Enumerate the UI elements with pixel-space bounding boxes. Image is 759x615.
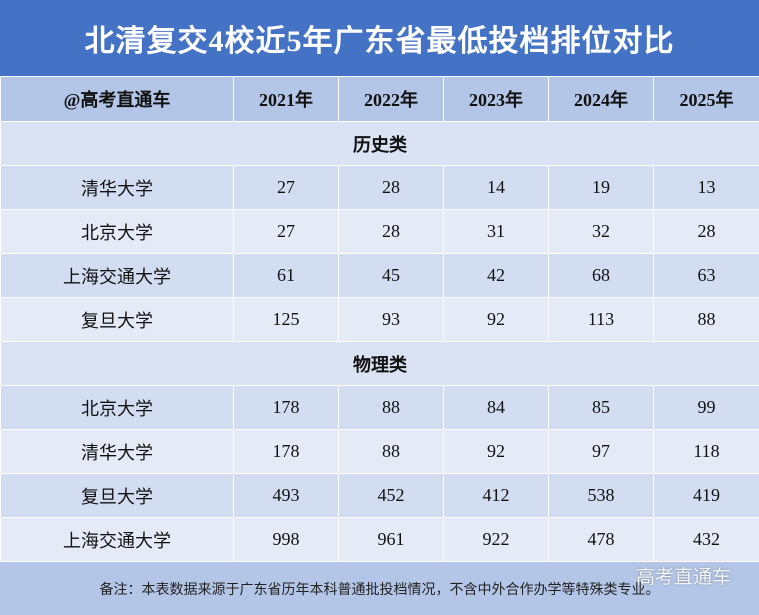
header-cell: @高考直通车	[0, 76, 234, 122]
rank-cell: 84	[443, 385, 549, 430]
rank-cell: 88	[653, 297, 759, 342]
table-body: @高考直通车 2021年 2022年 2023年 2024年 2025年 历史类 清华大学 27…	[0, 76, 759, 562]
rank-cell: 125	[233, 297, 339, 342]
rank-cell: 27	[233, 209, 339, 254]
school-name: 北京大学	[0, 209, 234, 254]
rank-cell: 419	[653, 473, 759, 518]
data-row: 复旦大学 125 93 92 113 88	[0, 297, 759, 342]
school-name: 上海交通大学	[0, 517, 234, 562]
rank-cell: 42	[443, 253, 549, 298]
rank-cell: 28	[338, 165, 444, 210]
rank-cell: 92	[443, 297, 549, 342]
school-name: 复旦大学	[0, 297, 234, 342]
data-row: 北京大学 178 88 84 85 99	[0, 385, 759, 430]
section-row: 历史类	[0, 121, 759, 166]
rank-cell: 63	[653, 253, 759, 298]
rank-cell: 61	[233, 253, 339, 298]
footer-note: 备注：本表数据来源于广东省历年本科普通批投档情况，不含中外合作办学等特殊类专业。	[0, 562, 759, 615]
rank-cell: 99	[653, 385, 759, 430]
rank-cell: 31	[443, 209, 549, 254]
rank-cell: 19	[548, 165, 654, 210]
table: @高考直通车 2021年 2022年 2023年 2024年 2025年 历史类 清华大学 27…	[0, 76, 759, 562]
rank-cell: 32	[548, 209, 654, 254]
school-name: 清华大学	[0, 165, 234, 210]
rank-cell: 118	[653, 429, 759, 474]
header-cell: 2025年	[653, 76, 759, 122]
rank-cell: 28	[338, 209, 444, 254]
data-row: 清华大学 178 88 92 97 118	[0, 429, 759, 474]
data-row: 北京大学 27 28 31 32 28	[0, 209, 759, 254]
rank-cell: 493	[233, 473, 339, 518]
school-name: 北京大学	[0, 385, 234, 430]
data-row: 清华大学 27 28 14 19 13	[0, 165, 759, 210]
rank-cell: 178	[233, 385, 339, 430]
school-name: 清华大学	[0, 429, 234, 474]
rank-cell: 538	[548, 473, 654, 518]
rank-cell: 961	[338, 517, 444, 562]
rank-cell: 88	[338, 429, 444, 474]
header-cell: 2022年	[338, 76, 444, 122]
data-row: 上海交通大学 998 961 922 478 432	[0, 517, 759, 562]
rank-cell: 68	[548, 253, 654, 298]
title: 北清复交4校近5年广东省最低投档排位对比	[0, 0, 759, 76]
rank-cell: 13	[653, 165, 759, 210]
section-label: 物理类	[0, 341, 759, 386]
rank-cell: 92	[443, 429, 549, 474]
data-row: 上海交通大学 61 45 42 68 63	[0, 253, 759, 298]
school-name: 上海交通大学	[0, 253, 234, 298]
rank-cell: 452	[338, 473, 444, 518]
header-cell: 2021年	[233, 76, 339, 122]
rank-cell: 998	[233, 517, 339, 562]
rank-cell: 93	[338, 297, 444, 342]
rank-cell: 178	[233, 429, 339, 474]
data-row: 复旦大学 493 452 412 538 419	[0, 473, 759, 518]
rank-cell: 97	[548, 429, 654, 474]
school-name: 复旦大学	[0, 473, 234, 518]
rank-cell: 14	[443, 165, 549, 210]
rank-cell: 27	[233, 165, 339, 210]
header-cell: 2023年	[443, 76, 549, 122]
rank-cell: 478	[548, 517, 654, 562]
rank-cell: 922	[443, 517, 549, 562]
rank-cell: 45	[338, 253, 444, 298]
section-label: 历史类	[0, 121, 759, 166]
header-cell: 2024年	[548, 76, 654, 122]
rank-cell: 412	[443, 473, 549, 518]
rank-cell: 28	[653, 209, 759, 254]
rank-cell: 432	[653, 517, 759, 562]
rank-cell: 113	[548, 297, 654, 342]
watermark: 高考直通车	[635, 566, 731, 588]
rank-cell: 85	[548, 385, 654, 430]
section-row: 物理类	[0, 341, 759, 386]
rank-cell: 88	[338, 385, 444, 430]
header-row: @高考直通车 2021年 2022年 2023年 2024年 2025年	[0, 76, 759, 122]
